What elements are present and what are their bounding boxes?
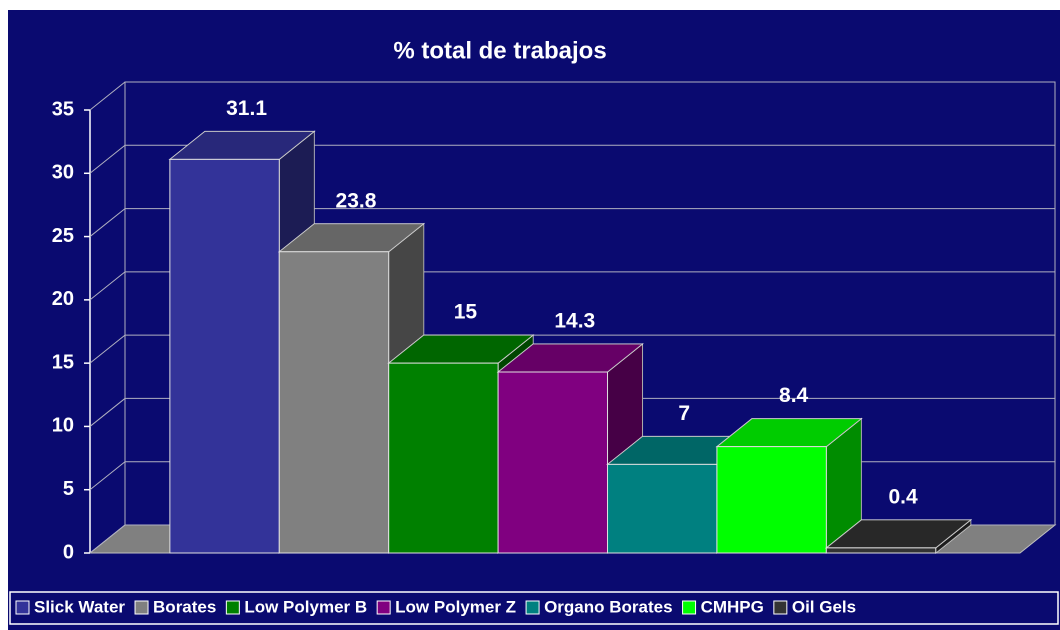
bar-front xyxy=(607,463,718,554)
bar xyxy=(715,417,863,555)
bar-front xyxy=(825,547,937,554)
y-tick-label: 30 xyxy=(52,162,74,184)
bar-front xyxy=(278,251,390,554)
legend-label: Slick Water xyxy=(34,597,125,616)
y-tick-label: 15 xyxy=(52,351,74,373)
value-label: 8.4 xyxy=(779,384,809,407)
legend-label: Low Polymer B xyxy=(244,597,367,616)
legend-swatch xyxy=(525,600,540,615)
y-tick-label: 35 xyxy=(52,98,74,120)
legend-label: CMHPG xyxy=(701,597,764,616)
legend-swatch xyxy=(376,600,391,615)
grid-line xyxy=(89,144,1055,174)
bar-top-shade xyxy=(169,131,315,160)
bar-side-shade xyxy=(826,418,862,553)
grid-line xyxy=(89,271,1055,301)
y-tick-label: 0 xyxy=(63,541,74,563)
legend-swatch xyxy=(15,600,30,615)
legend-label: Borates xyxy=(153,597,216,616)
legend-swatch xyxy=(682,600,697,615)
bar xyxy=(824,518,973,555)
value-label: 23.8 xyxy=(336,189,377,212)
bar-front xyxy=(169,158,280,554)
value-label: 31.1 xyxy=(226,97,267,120)
bar-side-shade xyxy=(935,519,971,553)
bar-top-shade xyxy=(279,223,424,252)
legend-swatch xyxy=(773,600,788,615)
chart-title: % total de trabajos xyxy=(393,37,606,64)
bar-front xyxy=(497,371,609,554)
value-label: 14.3 xyxy=(554,310,595,333)
grid-line xyxy=(89,334,1055,364)
grid-line xyxy=(89,208,1055,237)
legend-box xyxy=(9,591,1059,625)
value-label: 0.4 xyxy=(888,485,918,508)
bar-top-shade xyxy=(498,344,643,373)
value-label: 15 xyxy=(454,301,478,324)
value-label: 7 xyxy=(678,402,690,425)
legend-label: Oil Gels xyxy=(792,597,856,616)
legend-label: Low Polymer Z xyxy=(395,597,516,616)
y-tick-label: 20 xyxy=(52,288,74,310)
bar-top-shade xyxy=(716,418,862,447)
grid-line xyxy=(89,397,1055,427)
y-tick-label: 10 xyxy=(52,415,74,437)
bar-top-shade xyxy=(607,436,752,465)
y-tick-label: 25 xyxy=(52,225,74,247)
y-tick-label: 5 xyxy=(63,478,74,500)
grid-line xyxy=(89,81,1055,111)
bar-top-shade xyxy=(388,335,534,364)
legend-swatch xyxy=(134,600,149,615)
bar-front xyxy=(388,362,499,554)
bar-front xyxy=(716,446,827,554)
legend-swatch xyxy=(225,600,240,615)
bar-top-shade xyxy=(826,519,971,548)
legend-label: Organo Borates xyxy=(544,597,672,616)
